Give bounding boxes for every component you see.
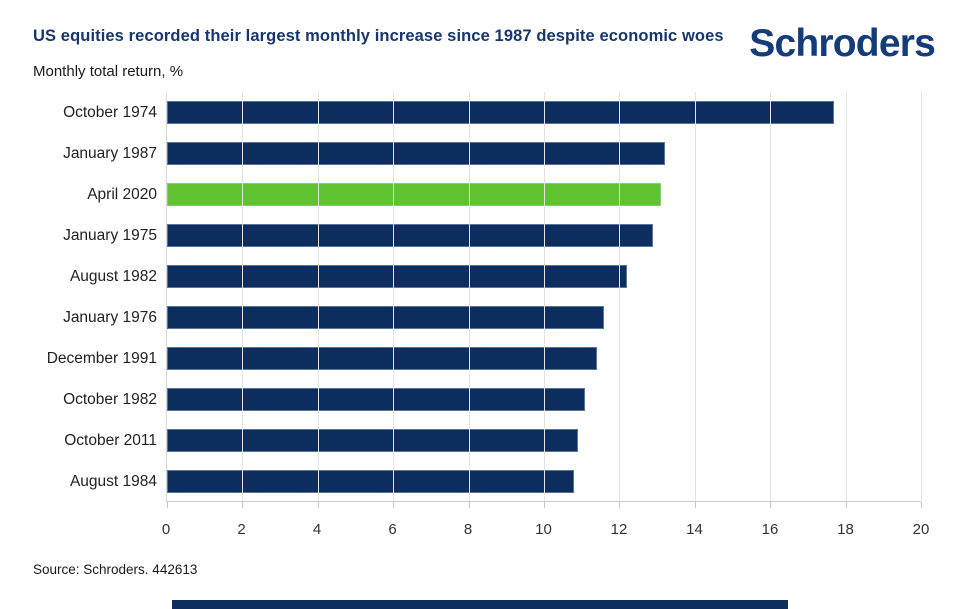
axis-tick — [544, 502, 545, 508]
chart-title: US equities recorded their largest month… — [33, 27, 724, 45]
bar-row — [167, 420, 921, 461]
category-label: January 1987 — [63, 145, 157, 162]
category-label: October 1982 — [63, 391, 157, 408]
bar — [167, 306, 605, 329]
x-tick-label: 2 — [237, 521, 246, 538]
axis-tick — [694, 502, 696, 508]
bar — [167, 224, 654, 247]
gridline — [393, 92, 395, 501]
bar-row — [167, 133, 921, 174]
x-tick-label: 6 — [388, 521, 397, 538]
bar-rows — [167, 92, 921, 501]
axis-tick — [393, 502, 395, 508]
category-label: January 1976 — [63, 309, 157, 326]
category-axis: October 1974 January 1987 April 2020 Januar… — [0, 92, 157, 502]
footer-brand-bar — [172, 600, 788, 609]
bar-row — [167, 256, 921, 297]
category-label: October 2011 — [64, 432, 157, 449]
bar-highlighted — [167, 183, 661, 206]
axis-tick — [770, 502, 772, 508]
gridline — [317, 92, 319, 501]
category-label: October 1974 — [63, 104, 157, 121]
x-tick-label: 16 — [761, 521, 779, 538]
gridline — [242, 92, 244, 501]
gridline — [694, 92, 696, 501]
category-label: January 1975 — [63, 227, 157, 244]
x-tick-label: 14 — [686, 521, 703, 538]
bar-row — [167, 461, 921, 502]
bar-row — [167, 174, 921, 215]
axis-tick — [619, 502, 621, 508]
axis-tick — [242, 502, 244, 508]
category-label: August 1984 — [69, 473, 157, 490]
bar — [167, 142, 665, 165]
gridline — [619, 92, 621, 501]
bar-row — [167, 379, 921, 420]
bar — [167, 388, 586, 411]
bar — [167, 429, 578, 452]
axis-tick — [167, 502, 168, 508]
bar — [167, 347, 597, 370]
category-label: December 1991 — [46, 350, 157, 367]
axis-tick — [317, 502, 319, 508]
x-tick-label: 0 — [161, 521, 171, 538]
x-axis-labels: 0 2 4 6 8 10 12 14 16 18 20 — [162, 521, 930, 541]
bar — [167, 470, 575, 493]
gridline — [544, 92, 545, 501]
gridline — [845, 92, 847, 501]
bar-row — [167, 338, 921, 379]
axis-tick — [921, 502, 922, 508]
gridline — [468, 92, 470, 501]
axis-tick — [845, 502, 847, 508]
source-note: Source: Schroders. 442613 — [33, 562, 198, 577]
x-tick-label: 8 — [463, 521, 473, 538]
axis-tick — [468, 502, 470, 508]
gridline — [770, 92, 772, 501]
bar — [167, 101, 835, 124]
category-label: April 2020 — [87, 186, 157, 203]
bar-row — [167, 297, 921, 338]
x-tick-label: 18 — [837, 521, 854, 538]
plot-area — [166, 92, 922, 508]
bar-row — [167, 215, 921, 256]
bar — [167, 265, 627, 288]
x-tick-label: 20 — [912, 521, 930, 538]
category-label: August 1982 — [69, 268, 157, 285]
x-tick-label: 4 — [312, 521, 322, 538]
x-tick-label: 12 — [610, 521, 628, 538]
gridline — [921, 92, 922, 501]
bar-row — [167, 92, 921, 133]
chart-subtitle: Monthly total return, % — [33, 63, 184, 80]
schroders-logo: Schroders — [749, 22, 936, 65]
x-tick-label: 10 — [535, 521, 552, 538]
